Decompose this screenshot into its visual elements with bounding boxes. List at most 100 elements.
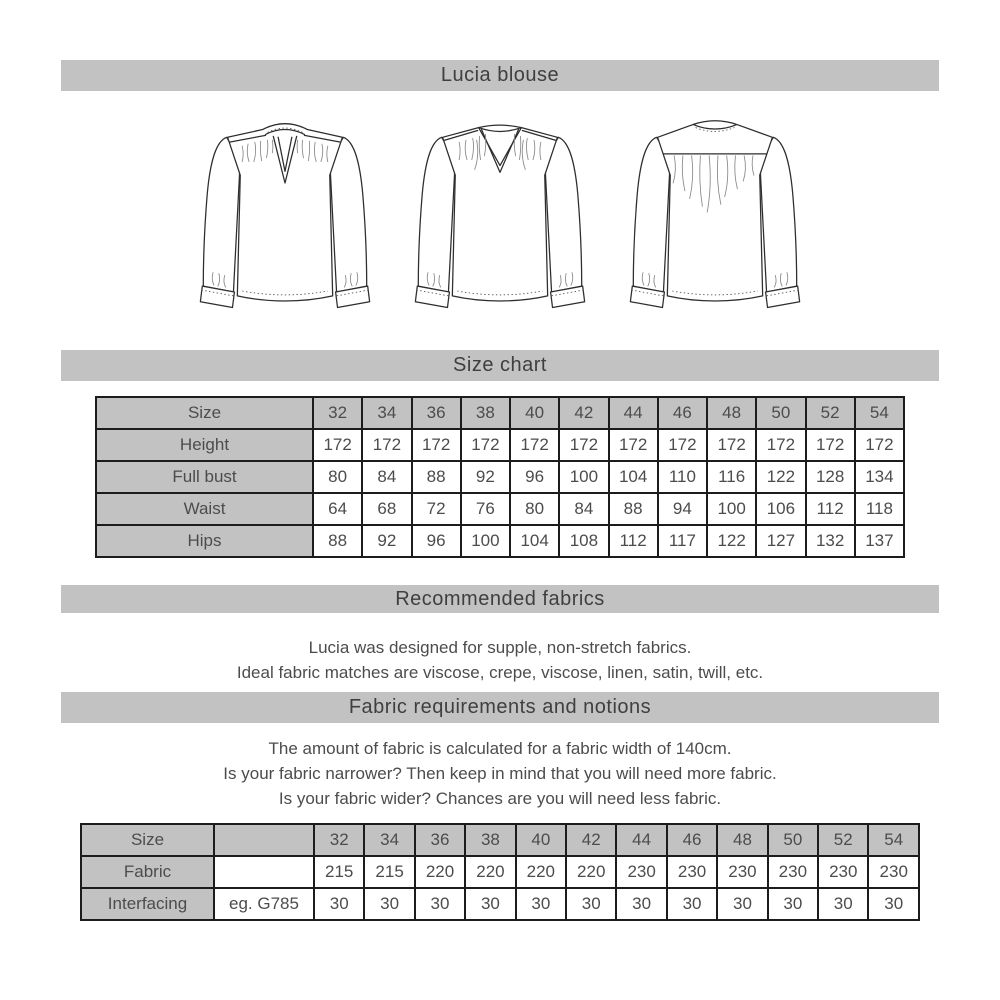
- row-label-cell: Size: [80, 823, 215, 857]
- value-cell: 46: [665, 823, 719, 857]
- value-cell: 172: [853, 428, 906, 462]
- value-cell: 50: [755, 396, 807, 430]
- fabric-requirements-line-1: The amount of fabric is calculated for a…: [268, 739, 732, 758]
- value-cell: 127: [755, 524, 807, 558]
- value-cell: 46: [656, 396, 709, 430]
- value-cell: [213, 855, 315, 889]
- size-chart-table: Size 32 34 36 38 40 42 44 46 48 50 52 54 Height 172 172…: [95, 396, 906, 558]
- value-cell: 215: [363, 855, 416, 889]
- table-row: Size 32 34 36 38 40 42 44 46 48 50 52 54: [80, 823, 920, 857]
- value-cell: 230: [867, 855, 920, 889]
- value-cell: 32: [312, 823, 366, 857]
- value-cell: 220: [413, 855, 467, 889]
- value-cell: 52: [804, 396, 856, 430]
- value-cell: 54: [867, 823, 920, 857]
- value-cell: 134: [853, 460, 906, 494]
- value-cell: 108: [558, 524, 610, 558]
- row-label-cell: Waist: [95, 492, 314, 526]
- value-cell: 40: [508, 396, 561, 430]
- fabric-requirements-line-3: Is your fabric wider? Chances are you wi…: [278, 789, 722, 808]
- value-cell: 30: [665, 887, 719, 921]
- value-cell: 132: [804, 524, 856, 558]
- value-cell: 40: [514, 823, 568, 857]
- value-cell: 30: [565, 887, 618, 921]
- value-cell: 96: [410, 524, 462, 558]
- value-cell: 215: [312, 855, 366, 889]
- value-cell: 230: [665, 855, 719, 889]
- value-cell: 172: [410, 428, 462, 462]
- value-cell: 34: [361, 396, 413, 430]
- value-cell: 230: [817, 855, 870, 889]
- value-cell: 172: [804, 428, 856, 462]
- value-cell: 42: [565, 823, 618, 857]
- technical-drawings: [178, 102, 822, 340]
- value-cell: 88: [607, 492, 659, 526]
- value-cell: 30: [312, 887, 366, 921]
- value-cell: 64: [311, 492, 364, 526]
- value-cell: 112: [804, 492, 856, 526]
- value-cell: 30: [413, 887, 467, 921]
- value-cell: 172: [656, 428, 709, 462]
- value-cell: 42: [558, 396, 610, 430]
- value-cell: 92: [361, 524, 413, 558]
- value-cell: 48: [705, 396, 758, 430]
- value-cell: 30: [514, 887, 568, 921]
- table-row: Size 32 34 36 38 40 42 44 46 48 50 52 54: [95, 396, 906, 430]
- recommended-fabrics-text: Lucia was designed for supple, non-stret…: [0, 635, 1000, 685]
- recommended-fabrics-line-2: Ideal fabric matches are viscose, crepe,…: [236, 663, 764, 682]
- row-label-cell: Height: [95, 428, 314, 462]
- value-cell: 38: [464, 823, 517, 857]
- value-cell: 122: [705, 524, 758, 558]
- blouse-front-split-neck-illustration: [199, 123, 371, 309]
- value-cell: 68: [361, 492, 413, 526]
- value-cell: 72: [410, 492, 462, 526]
- value-cell: 88: [410, 460, 462, 494]
- row-label-cell: Size: [95, 396, 314, 430]
- value-cell: 30: [867, 887, 920, 921]
- value-cell: 100: [558, 460, 610, 494]
- fabric-requirements-title: Fabric requirements and notions: [348, 696, 652, 718]
- table-row: Hips 88 92 96 100 104 108 112 117 122 127 132 137: [95, 524, 906, 558]
- value-cell: 54: [853, 396, 906, 430]
- value-cell: 220: [464, 855, 517, 889]
- value-cell: 44: [607, 396, 659, 430]
- recommended-fabrics-title: Recommended fabrics: [395, 587, 605, 610]
- value-cell: 137: [853, 524, 906, 558]
- value-cell: 30: [716, 887, 769, 921]
- value-cell: 172: [508, 428, 561, 462]
- value-cell: 220: [514, 855, 568, 889]
- value-cell: 88: [311, 524, 364, 558]
- value-cell: 104: [508, 524, 561, 558]
- blouse-front-v-neck-illustration: [414, 124, 586, 309]
- value-cell: 38: [459, 396, 512, 430]
- value-cell: 230: [716, 855, 769, 889]
- value-cell: 76: [459, 492, 512, 526]
- value-cell: 30: [363, 887, 416, 921]
- document-title: Lucia blouse: [440, 64, 560, 86]
- value-cell: 106: [755, 492, 807, 526]
- document-title-bar: Lucia blouse: [61, 60, 939, 91]
- fabric-requirements-text: The amount of fabric is calculated for a…: [0, 736, 1000, 811]
- value-cell: 44: [615, 823, 668, 857]
- value-cell: 52: [817, 823, 870, 857]
- value-cell: 230: [615, 855, 668, 889]
- table-row: Fabric 215 215 220 220 220 220 230 230 230 230 230 2…: [80, 855, 920, 889]
- value-cell: 48: [716, 823, 769, 857]
- value-cell: 30: [615, 887, 668, 921]
- value-cell: 112: [607, 524, 659, 558]
- value-cell: 32: [311, 396, 364, 430]
- value-cell: 84: [558, 492, 610, 526]
- value-cell: 104: [607, 460, 659, 494]
- value-cell: 230: [766, 855, 820, 889]
- value-cell: 128: [804, 460, 856, 494]
- value-cell: 172: [755, 428, 807, 462]
- recommended-fabrics-section-header: Recommended fabrics: [61, 585, 939, 613]
- value-cell: 96: [508, 460, 561, 494]
- value-cell: 80: [311, 460, 364, 494]
- value-cell: eg. G785: [213, 887, 315, 921]
- value-cell: 80: [508, 492, 561, 526]
- row-label-cell: Fabric: [80, 855, 215, 889]
- table-row: Height 172 172 172 172 172 172 172 172 172 172 172 1…: [95, 428, 906, 462]
- value-cell: 118: [853, 492, 906, 526]
- value-cell: 110: [656, 460, 709, 494]
